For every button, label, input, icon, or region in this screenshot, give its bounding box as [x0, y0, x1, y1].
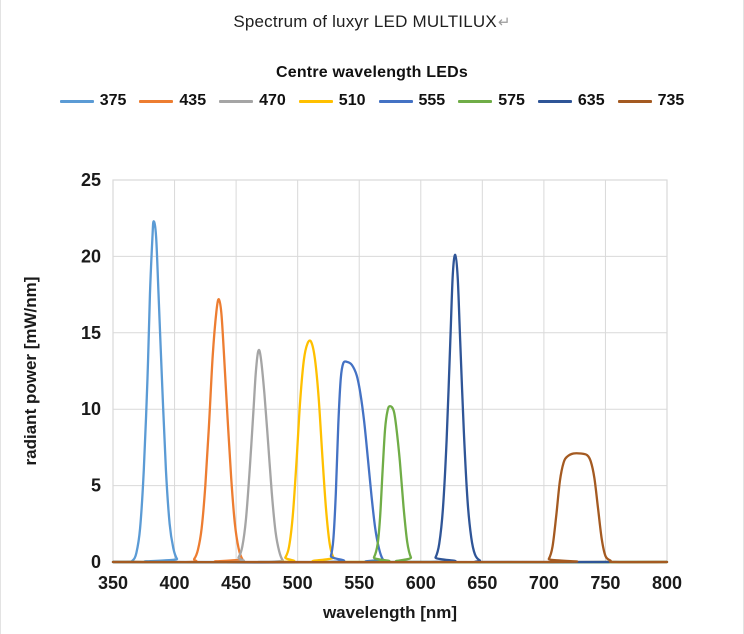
x-axis-title: wavelength [nm]	[322, 603, 457, 622]
x-tick-label: 650	[467, 573, 497, 593]
x-tick-label: 800	[652, 573, 682, 593]
legend-line-swatch	[617, 99, 652, 103]
legend-item-435: 435	[139, 92, 206, 110]
legend-line-swatch	[298, 99, 333, 103]
y-tick-label: 0	[91, 552, 101, 572]
legend-item-555: 555	[378, 92, 446, 110]
x-tick-label: 750	[590, 573, 620, 593]
series-line-635	[111, 253, 611, 564]
legend-line-swatch	[458, 99, 493, 103]
chart-legend: 375 435 470 510 555 575 635 735	[0, 92, 744, 110]
plot-border	[112, 179, 668, 563]
x-tick-label: 700	[529, 573, 559, 593]
series-line-735	[111, 452, 669, 564]
legend-title: Centre wavelength LEDs	[275, 64, 468, 81]
legend-item-510: 510	[298, 92, 366, 110]
chart-title: Spectrum of luxyr LED MULTILUX↵	[0, 12, 744, 32]
x-tick-label: 500	[283, 573, 313, 593]
legend-line-swatch	[139, 99, 174, 103]
x-tick-label: 450	[221, 573, 251, 593]
legend-label: 735	[657, 92, 685, 109]
x-tick-label: 550	[344, 573, 374, 593]
legend-label: 470	[259, 92, 286, 109]
legend-item-575: 575	[458, 92, 525, 110]
series-line-575	[111, 404, 669, 564]
y-tick-label: 15	[81, 323, 101, 343]
paragraph-mark-icon: ↵	[497, 14, 511, 31]
y-tick-label: 10	[81, 399, 101, 419]
y-tick-label: 25	[81, 170, 101, 190]
legend-label: 435	[179, 92, 207, 109]
legend-line-swatch	[219, 99, 254, 103]
page-border-left	[0, 0, 1, 634]
legend-label: 510	[338, 92, 366, 109]
y-axis-title: radiant power [mW/nm]	[21, 277, 40, 466]
legend-line-swatch	[378, 99, 413, 103]
y-tick-label: 20	[81, 246, 101, 266]
series-line-470	[111, 348, 669, 564]
series-line-510	[111, 339, 669, 564]
legend-item-735: 735	[617, 92, 685, 110]
series-line-555	[111, 360, 669, 564]
legend-label: 575	[498, 92, 525, 109]
legend-label: 635	[577, 92, 605, 109]
x-tick-label: 350	[98, 573, 128, 593]
x-tick-label: 400	[160, 573, 190, 593]
chart-title-text: Spectrum of luxyr LED MULTILUX	[233, 12, 497, 31]
legend-label: 375	[99, 92, 127, 109]
legend-item-375: 375	[59, 92, 127, 110]
series-line-435	[111, 298, 669, 564]
y-tick-label: 5	[91, 476, 101, 496]
legend-item-470: 470	[219, 92, 286, 110]
legend-line-swatch	[59, 99, 94, 103]
legend-label: 555	[418, 92, 446, 109]
legend-item-635: 635	[537, 92, 605, 110]
legend-line-swatch	[537, 99, 572, 103]
x-tick-label: 600	[406, 573, 436, 593]
series-line-375	[111, 220, 669, 564]
